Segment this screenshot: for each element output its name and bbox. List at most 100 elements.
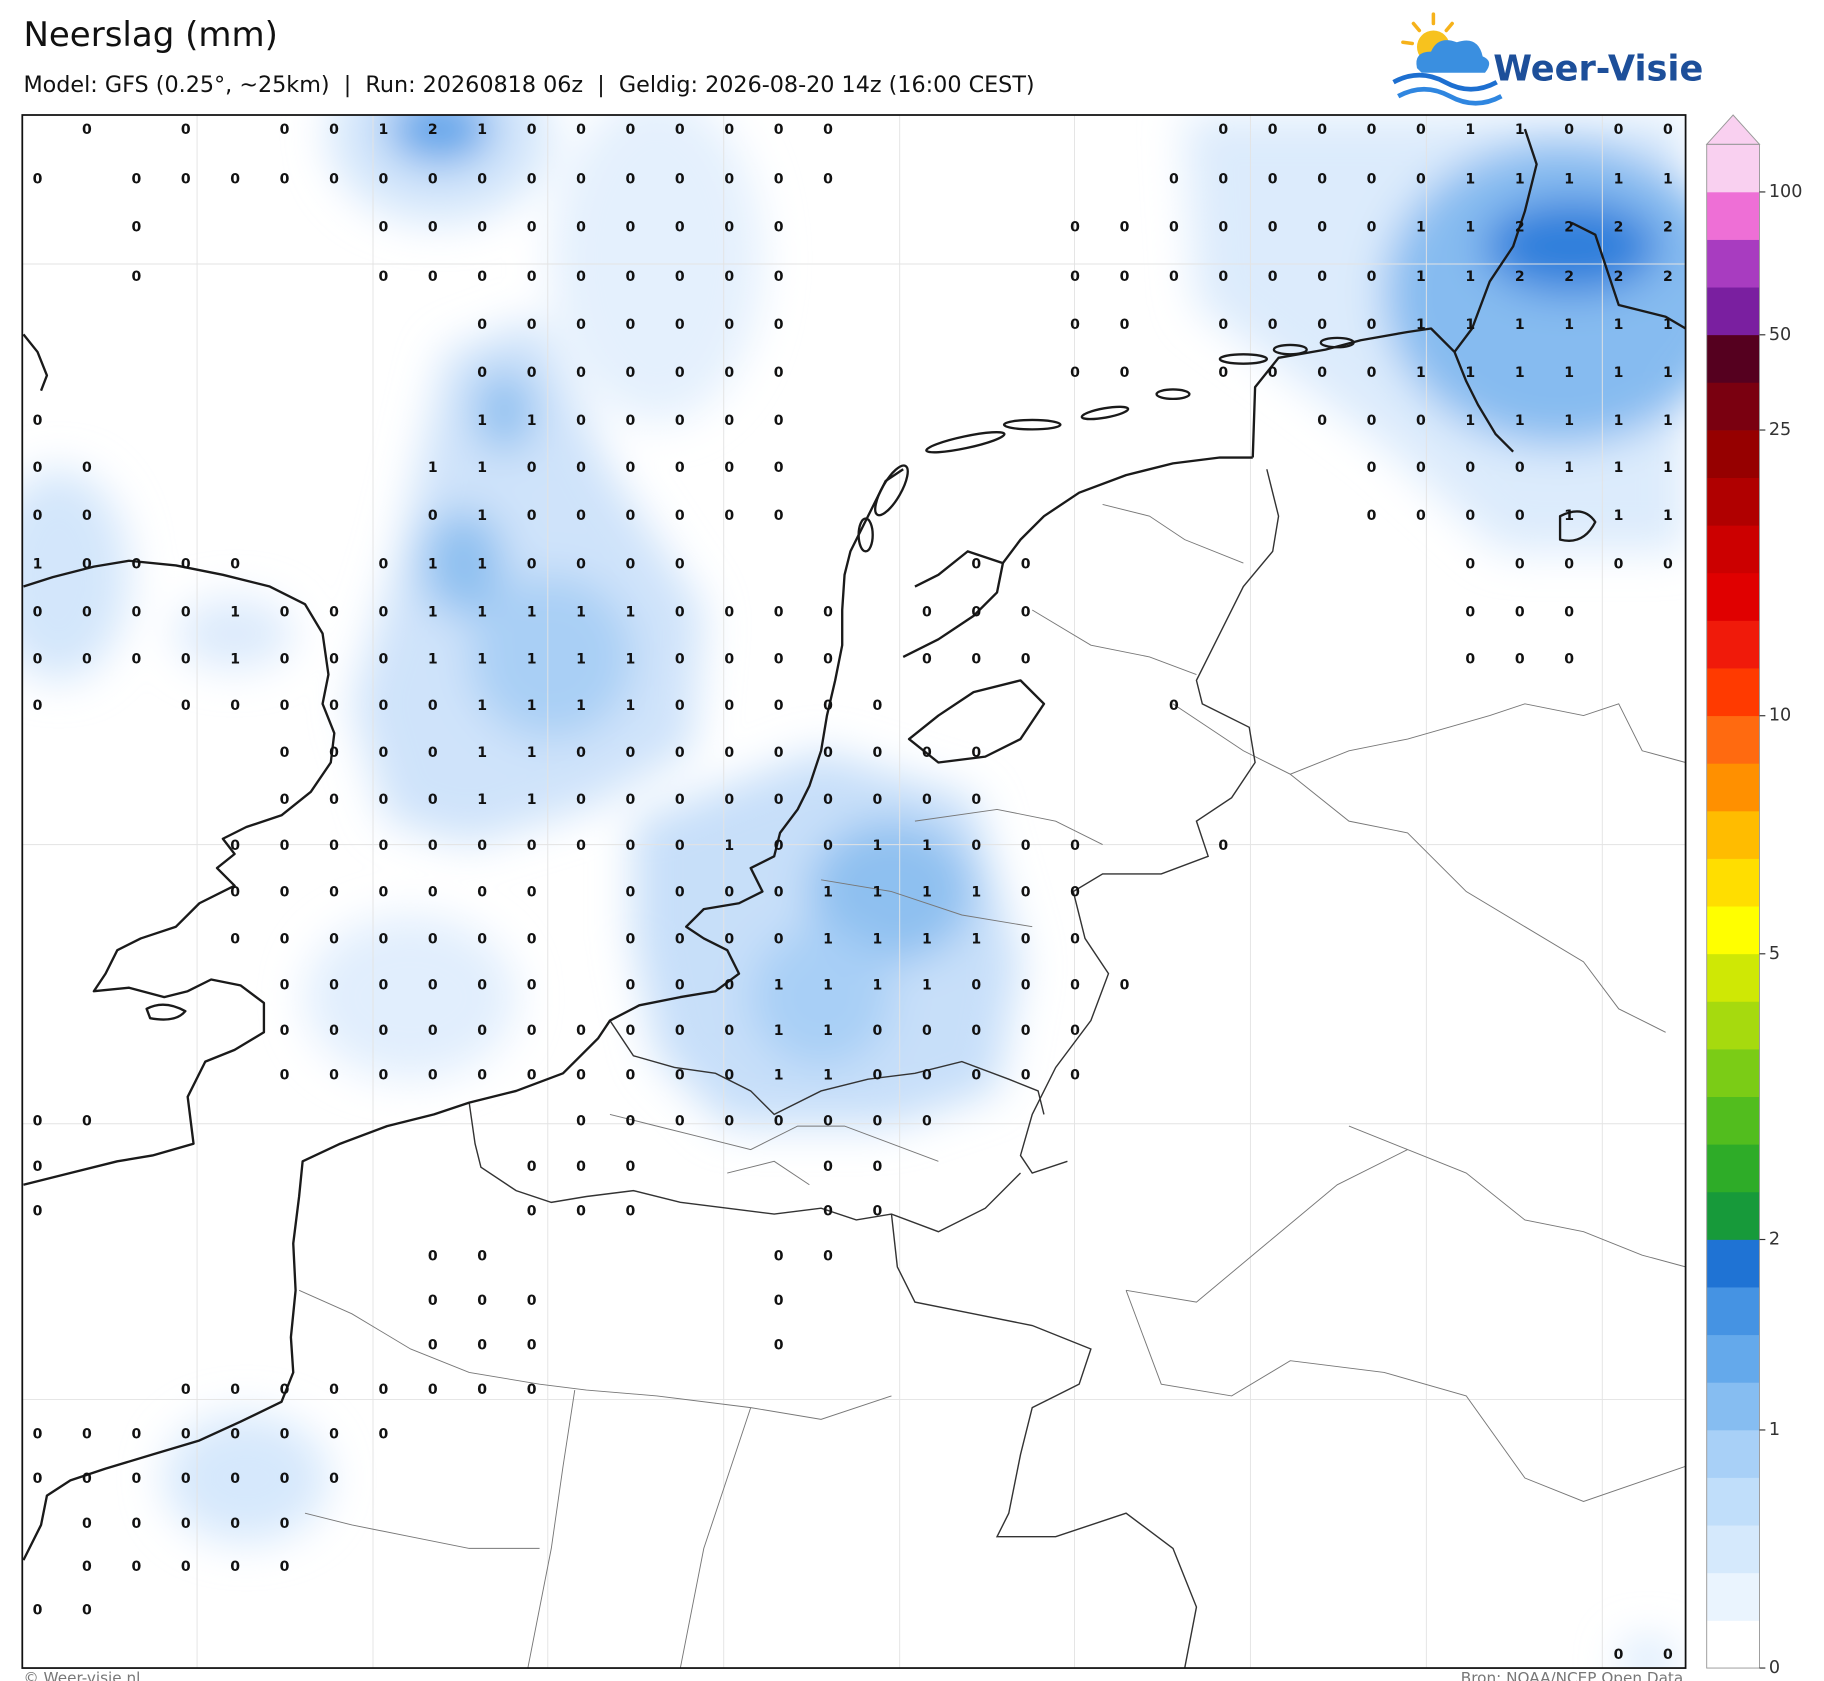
grid-value: 0 bbox=[1169, 220, 1179, 236]
colorbar-band bbox=[1706, 1144, 1760, 1193]
grid-value: 0 bbox=[922, 604, 932, 620]
grid-value: 0 bbox=[378, 172, 388, 188]
grid-value: 0 bbox=[626, 220, 636, 236]
grid-value: 0 bbox=[626, 122, 636, 138]
colorbar-band bbox=[1706, 1334, 1760, 1383]
grid-value: 0 bbox=[131, 269, 141, 285]
grid-value: 0 bbox=[527, 556, 537, 572]
grid-value: 0 bbox=[724, 413, 734, 429]
colorbar-band bbox=[1706, 620, 1760, 669]
grid-value: 0 bbox=[823, 122, 833, 138]
grid-value: 1 bbox=[527, 698, 537, 714]
grid-value: 0 bbox=[527, 220, 537, 236]
map-frame bbox=[21, 114, 1687, 1669]
grid-value: 0 bbox=[576, 792, 586, 808]
grid-value: 0 bbox=[873, 698, 883, 714]
grid-value: 0 bbox=[131, 604, 141, 620]
grid-value: 1 bbox=[527, 604, 537, 620]
grid-value: 0 bbox=[576, 556, 586, 572]
grid-value: 0 bbox=[823, 838, 833, 854]
grid-value: 1 bbox=[873, 885, 883, 901]
grid-value: 0 bbox=[1663, 556, 1673, 572]
grid-value: 0 bbox=[922, 1068, 932, 1084]
grid-value: 0 bbox=[1021, 885, 1031, 901]
grid-value: 0 bbox=[1614, 556, 1624, 572]
grid-value: 0 bbox=[428, 508, 438, 524]
grid-value: 0 bbox=[477, 1023, 487, 1039]
grid-value: 0 bbox=[527, 269, 537, 285]
grid-value: 0 bbox=[971, 1068, 981, 1084]
grid-value: 0 bbox=[1515, 604, 1525, 620]
colorbar-band bbox=[1706, 1525, 1760, 1574]
grid-value: 0 bbox=[329, 172, 339, 188]
grid-value: 1 bbox=[922, 885, 932, 901]
grid-value: 1 bbox=[477, 792, 487, 808]
grid-value: 1 bbox=[1614, 365, 1624, 381]
grid-value: 0 bbox=[428, 885, 438, 901]
grid-value: 0 bbox=[971, 556, 981, 572]
grid-value: 0 bbox=[971, 977, 981, 993]
grid-value: 0 bbox=[329, 1427, 339, 1443]
grid-value: 0 bbox=[626, 932, 636, 948]
grid-value: 0 bbox=[181, 1471, 191, 1487]
grid-value: 1 bbox=[33, 556, 43, 572]
grid-value: 0 bbox=[329, 1023, 339, 1039]
grid-value: 0 bbox=[33, 1159, 43, 1175]
grid-value: 0 bbox=[1416, 460, 1426, 476]
colorbar-band bbox=[1706, 906, 1760, 955]
grid-value: 0 bbox=[428, 838, 438, 854]
grid-value: 0 bbox=[873, 1159, 883, 1175]
grid-value: 0 bbox=[922, 651, 932, 667]
grid-value: 1 bbox=[1614, 508, 1624, 524]
grid-value: 0 bbox=[823, 698, 833, 714]
colorbar-band bbox=[1706, 810, 1760, 859]
grid-value: 0 bbox=[428, 269, 438, 285]
grid-value: 0 bbox=[329, 651, 339, 667]
grid-value: 1 bbox=[1564, 365, 1574, 381]
colorbar-tick-label: 1 bbox=[1769, 1420, 1780, 1440]
grid-value: 0 bbox=[33, 698, 43, 714]
grid-value: 1 bbox=[576, 698, 586, 714]
grid-value: 0 bbox=[675, 745, 685, 761]
grid-value: 0 bbox=[1070, 885, 1080, 901]
grid-value: 0 bbox=[724, 885, 734, 901]
grid-value: 0 bbox=[477, 220, 487, 236]
grid-value: 0 bbox=[1268, 172, 1278, 188]
grid-value: 0 bbox=[823, 172, 833, 188]
grid-value: 0 bbox=[626, 1204, 636, 1220]
colorbar-band bbox=[1706, 1239, 1760, 1288]
grid-value: 2 bbox=[1614, 269, 1624, 285]
grid-value: 0 bbox=[724, 172, 734, 188]
grid-value: 0 bbox=[82, 1471, 92, 1487]
grid-value: 0 bbox=[576, 1113, 586, 1129]
grid-value: 0 bbox=[280, 1559, 290, 1575]
grid-value: 0 bbox=[477, 172, 487, 188]
grid-value: 0 bbox=[576, 460, 586, 476]
grid-value: 0 bbox=[1120, 365, 1130, 381]
grid-value: 0 bbox=[280, 792, 290, 808]
map-area: 0 0 0 0 1 2 1 0 0 0 0 0 0 0 0 0 0 0 0 1 1 0 0 0 0 0 0 0 0 0 0 0 0 0 0 0 0 0 0 0… bbox=[22, 115, 1686, 1669]
grid-value: 0 bbox=[1120, 269, 1130, 285]
grid-value: 0 bbox=[971, 604, 981, 620]
grid-value: 0 bbox=[576, 220, 586, 236]
grid-value: 0 bbox=[774, 460, 784, 476]
grid-value: 0 bbox=[1268, 317, 1278, 333]
grid-value: 1 bbox=[527, 651, 537, 667]
grid-value: 0 bbox=[922, 1023, 932, 1039]
grid-value: 0 bbox=[1367, 172, 1377, 188]
grid-value: 1 bbox=[626, 604, 636, 620]
grid-value: 1 bbox=[1614, 413, 1624, 429]
grid-value: 0 bbox=[428, 1248, 438, 1264]
grid-value: 0 bbox=[230, 885, 240, 901]
grid-value: 0 bbox=[1317, 172, 1327, 188]
grid-value: 0 bbox=[477, 1337, 487, 1353]
footer-left: © Weer-visie.nl bbox=[23, 1669, 140, 1681]
grid-value: 0 bbox=[527, 172, 537, 188]
grid-value: 0 bbox=[477, 269, 487, 285]
grid-value: 0 bbox=[626, 1068, 636, 1084]
grid-value: 0 bbox=[329, 1382, 339, 1398]
grid-value: 0 bbox=[823, 1248, 833, 1264]
grid-value: 0 bbox=[131, 1559, 141, 1575]
grid-value: 0 bbox=[1367, 460, 1377, 476]
grid-value: 0 bbox=[280, 838, 290, 854]
